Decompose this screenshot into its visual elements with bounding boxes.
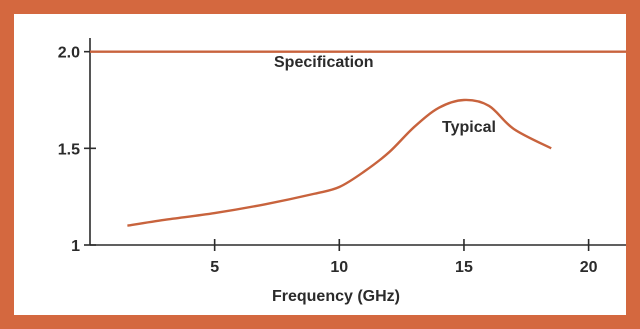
x-tick-label: 15	[455, 259, 473, 276]
ticks: 5 10 15 20 1 1.5 2.0	[58, 45, 598, 276]
series-lines	[90, 50, 626, 227]
x-tick-label: 5	[210, 259, 219, 276]
series-label-specification: Specification	[274, 54, 374, 71]
y-tick-label: 2.0	[58, 45, 80, 62]
series-label-typical: Typical	[442, 119, 496, 136]
y-tick-label: 1.5	[58, 141, 80, 158]
chart-frame: 5 10 15 20 1 1.5 2.0 Specification Typical Fre…	[14, 14, 626, 315]
axes	[89, 38, 626, 246]
x-tick-label: 20	[580, 259, 598, 276]
x-tick-label: 10	[330, 259, 348, 276]
series-line-typical	[127, 98, 552, 227]
series-labels: Specification Typical	[274, 54, 496, 136]
x-axis-title: Frequency (GHz)	[272, 288, 400, 305]
line-chart: 5 10 15 20 1 1.5 2.0 Specification Typical Fre…	[58, 38, 626, 305]
y-tick-label: 1	[71, 238, 80, 255]
